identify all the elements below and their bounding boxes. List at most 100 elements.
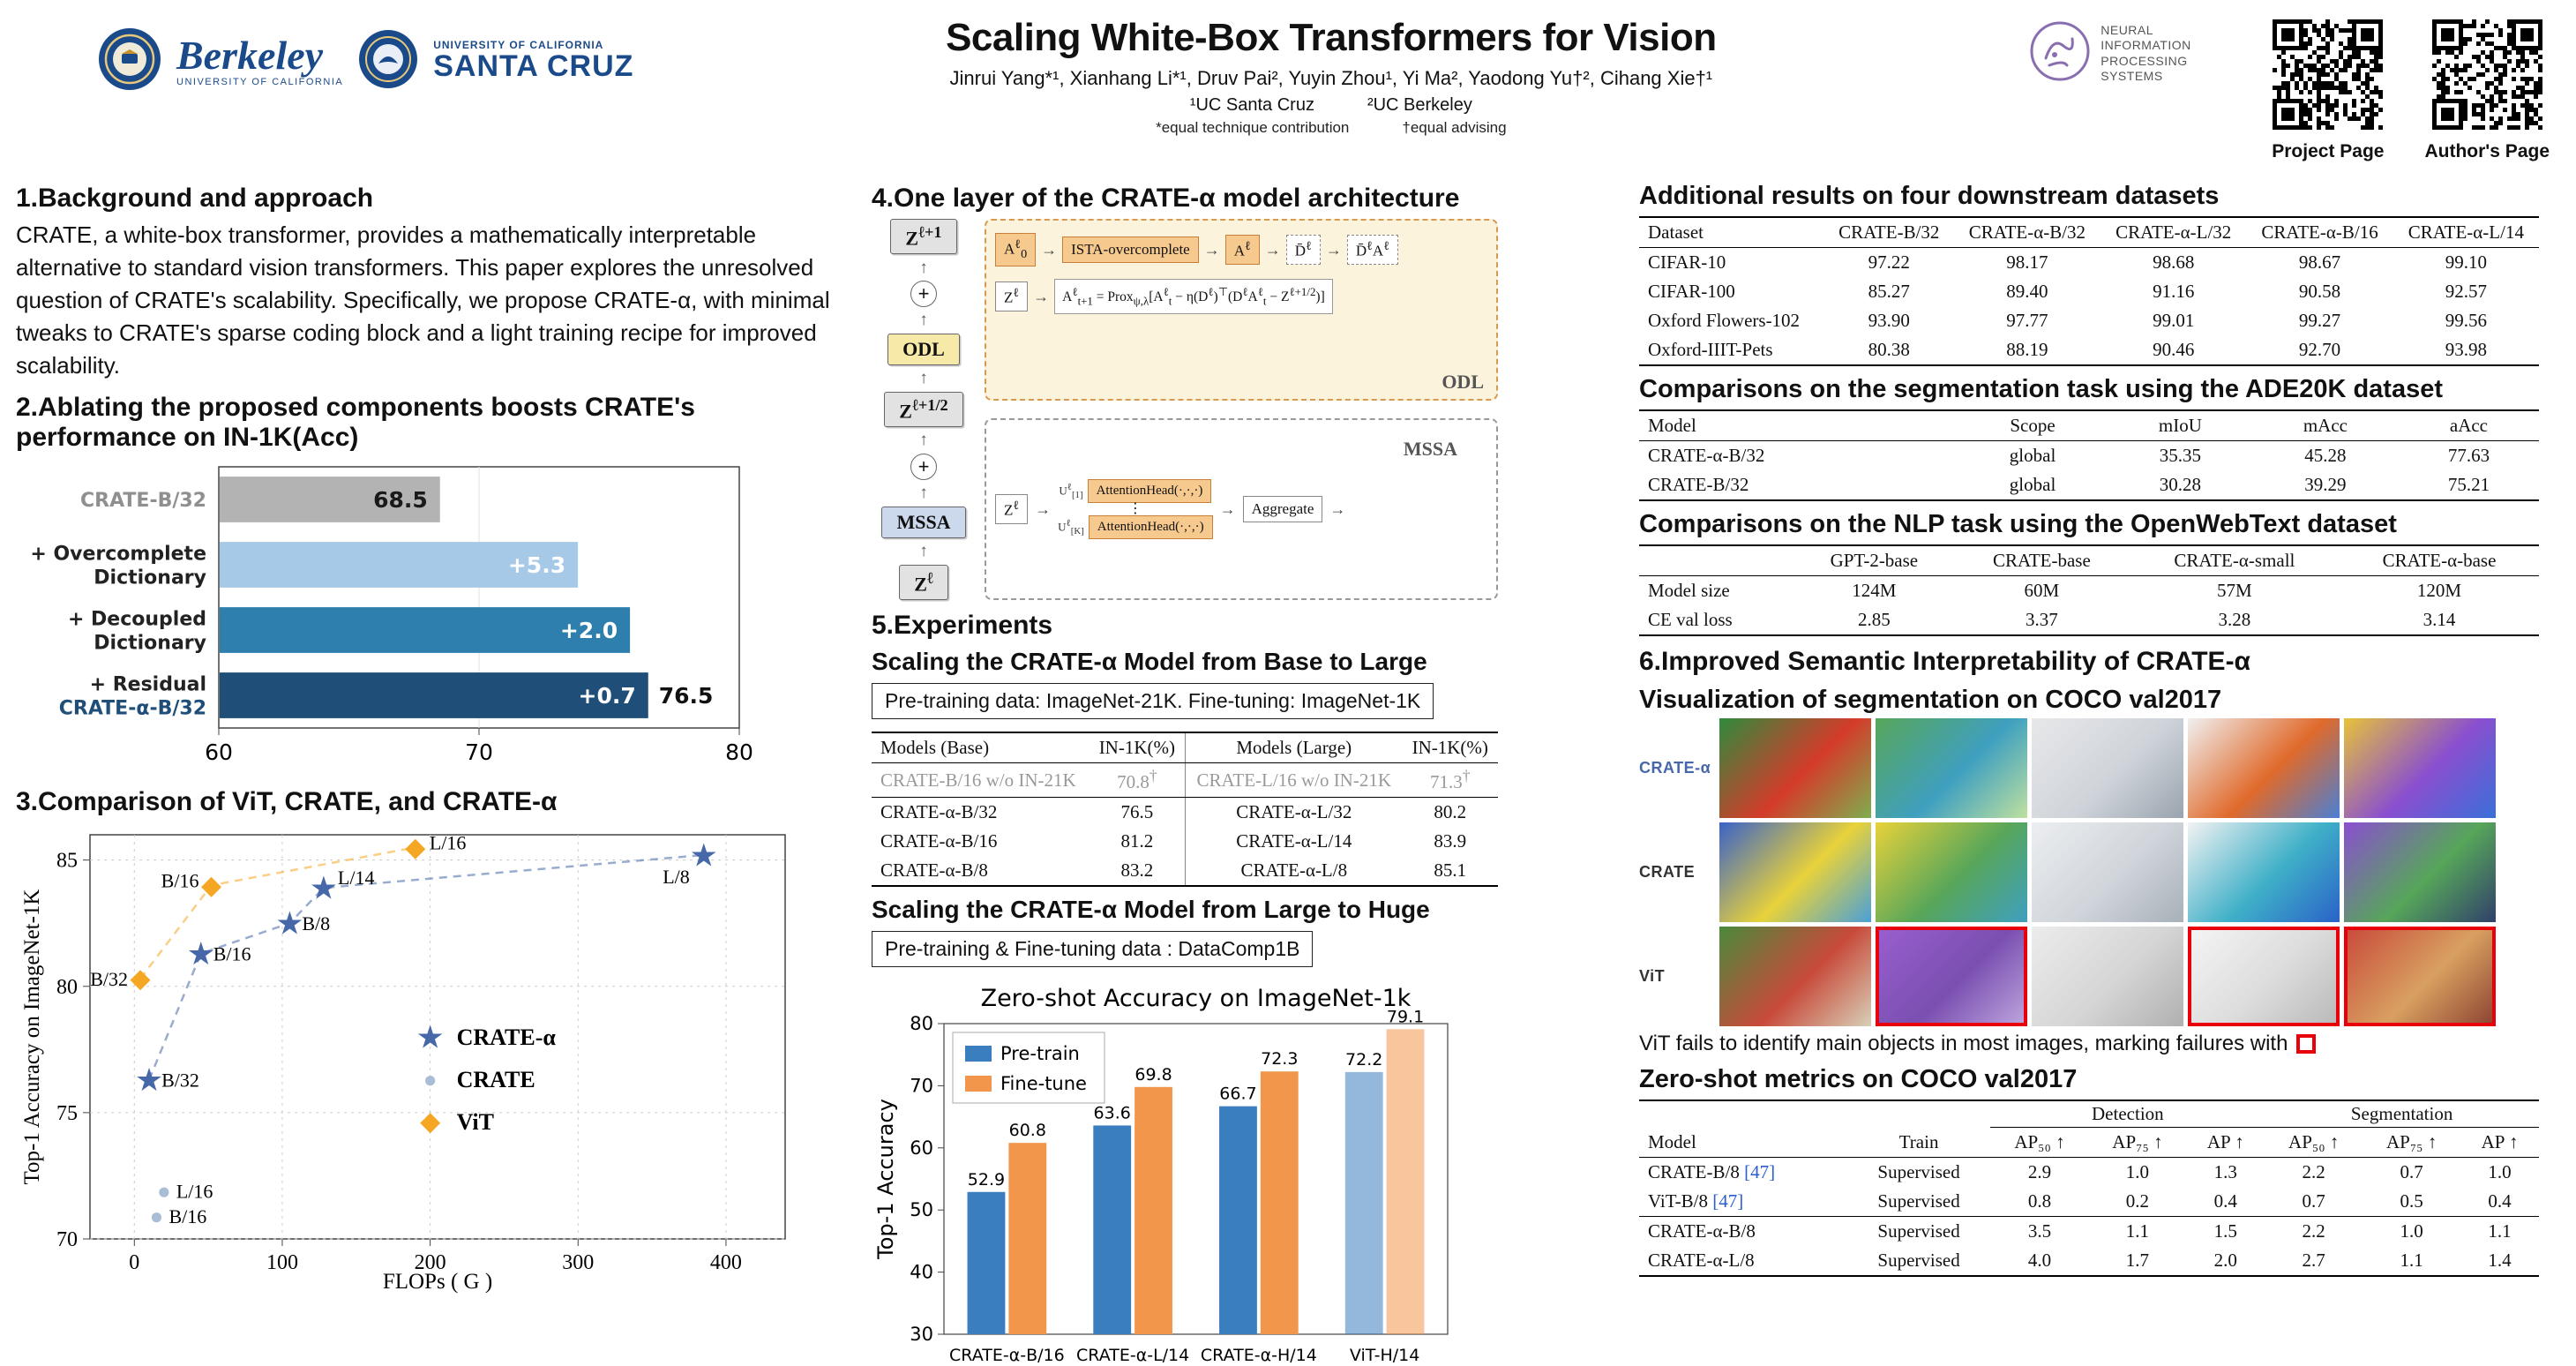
table-cell: 124M (1852, 580, 1897, 601)
berkeley-name: Berkeley (176, 33, 324, 78)
right-column: Additional results on four downstream da… (1639, 173, 2539, 1366)
svg-text:ViT: ViT (457, 1109, 494, 1135)
seg-grid-row: CRATE-α (1639, 718, 2539, 818)
table-cell: 97.22 (1868, 251, 1910, 273)
table-cell: 1.0 (2488, 1161, 2512, 1182)
svg-text:30: 30 (910, 1324, 933, 1345)
attention-heads: Uℓ[1] AttentionHead(·,·,·) ⋮ Uℓ[K] Atten… (1058, 479, 1213, 539)
svg-text:60: 60 (910, 1137, 933, 1159)
table-row: CRATE-α-B/32 76.5 CRATE-α-L/32 80.2 (872, 797, 1498, 827)
table-cell: 3.37 (2026, 609, 2058, 630)
ista-overcomplete-box: ISTA-overcomplete (1062, 236, 1199, 264)
table-row: Model size 124M 60M 57M 120M (1639, 576, 2539, 606)
svg-text:Dictionary: Dictionary (94, 632, 206, 654)
segmentation-image (1719, 927, 1871, 1026)
arrow-up-icon: ↑ (919, 484, 928, 503)
pretrain-note: Pre-training data: ImageNet-21K. Fine-tu… (872, 683, 1434, 719)
seg-grid-row: ViT (1639, 927, 2539, 1026)
architecture-diagram: Zℓ+1 ↑ + ↑ ODL ↑ Zℓ+1/2 ↑ + ↑ MSSA ↑ Zℓ … (872, 219, 1498, 600)
table-header: CRATE-α-B/16 (2246, 217, 2393, 248)
table-cell: 81.2 (1089, 827, 1187, 856)
table-cell: CE val loss (1648, 609, 1733, 630)
table-row: CRATE-B/32 global 30.28 39.29 75.21 (1639, 470, 2539, 500)
table-cell: 2.2 (2302, 1220, 2325, 1242)
table-cell: Supervised (1877, 1250, 1960, 1271)
table-header: CRATE-α-B/32 (1953, 217, 2101, 248)
table-cell: 2.0 (2213, 1250, 2237, 1271)
table-cell: 0.5 (2363, 1187, 2461, 1217)
segmentation-image (2188, 822, 2340, 922)
ista-update-formula: Aℓt+1 = Proxψ,λ[Aℓt − η(Dℓ)⊤(DℓAℓt − Zℓ+… (1054, 279, 1333, 315)
svg-text:Top-1 Accuracy: Top-1 Accuracy (873, 1099, 898, 1260)
svg-text:◆: ◆ (405, 832, 425, 861)
svg-text:◆: ◆ (420, 1107, 440, 1136)
table-header: CRATE-α-L/32 (2100, 217, 2247, 248)
table-cell: Supervised (1877, 1220, 1960, 1242)
left-column: 1.Background and approach CRATE, a white… (16, 173, 836, 1366)
affiliations: ¹UC Santa Cruz ²UC Berkeley (633, 95, 2028, 116)
table-cell: CIFAR-100 (1648, 281, 1735, 302)
arrow-right-icon: → (1033, 287, 1050, 305)
table-cell: 3.28 (2218, 609, 2251, 630)
segmentation-image (2344, 927, 2496, 1026)
table-cell: 45.28 (2304, 445, 2347, 466)
table-row: Oxford-IIIT-Pets 80.38 88.19 90.46 92.70 93.9… (1639, 335, 2539, 365)
table-cell: CRATE-α-B/8 (880, 859, 988, 881)
ucsc-wordmark: UNIVERSITY OF CALIFORNIA SANTA CRUZ (433, 40, 633, 82)
svg-text:B/16: B/16 (168, 1205, 206, 1227)
svg-text:+5.3: +5.3 (508, 552, 565, 578)
svg-text:B/32: B/32 (90, 968, 128, 990)
table-header: Dataset (1639, 217, 1824, 248)
ucsc-name: SANTA CRUZ (433, 49, 634, 83)
downstream-table: Dataset CRATE-B/32 CRATE-α-B/32 CRATE-α-L/3… (1639, 216, 2539, 366)
qr-label: Author's Page (2424, 141, 2550, 161)
svg-text:Top-1 Accuracy on ImageNet-1K: Top-1 Accuracy on ImageNet-1K (20, 889, 44, 1184)
segmentation-image-grid: CRATE-α CRATE ViT (1639, 718, 2539, 1026)
arrow-right-icon: → (1325, 240, 1342, 259)
dictionary-box: D̄ℓ (1285, 235, 1321, 265)
table-cell: CRATE-L/16 w/o IN-21K (1185, 762, 1403, 798)
table-cell: 98.17 (2006, 251, 2048, 273)
vit-failure-caption: ViT fails to identify main objects in mo… (1639, 1032, 2539, 1056)
svg-text:52.9: 52.9 (968, 1170, 1005, 1190)
svg-text:★: ★ (416, 1018, 444, 1055)
table-header: CRATE-α-base (2340, 545, 2539, 576)
svg-text:●: ● (423, 1066, 438, 1092)
svg-text:+ Residual: + Residual (90, 673, 206, 695)
z-token-box: Zℓ (995, 494, 1029, 524)
table-header: Train (1846, 1127, 1991, 1158)
table-header-row: Model Train AP₅₀ ↑ AP₇₅ ↑ AP ↑ AP₅₀ ↑ AP₇₅ ↑ AP… (1639, 1127, 2539, 1158)
svg-text:★: ★ (275, 904, 303, 941)
table-cell: 0.8 (1990, 1187, 2089, 1217)
svg-text:75: 75 (56, 1101, 78, 1124)
z-input-box: Zℓ (899, 564, 948, 600)
table-cell: 76.5 (1089, 797, 1187, 827)
large-to-huge-title: Scaling the CRATE-α Model from Large to … (872, 896, 1430, 923)
attention-head-box: AttentionHead(·,·,·) (1088, 514, 1213, 539)
table-cell: 99.56 (2445, 310, 2488, 331)
neurips-text: NEURAL INFORMATION PROCESSING SYSTEMS (2100, 22, 2191, 84)
table-cell: 1.7 (2125, 1250, 2150, 1271)
arrow-right-icon: → (1219, 499, 1236, 518)
ablation-bar-chart: 60 70 80 68.5 CRATE-B/32 +5.3 + Overcomplete Di… (16, 458, 836, 777)
table-cell: CRATE-B/32 (1648, 474, 1749, 495)
table-header: Scope (1957, 410, 2108, 441)
table-cell: 30.28 (2159, 474, 2201, 495)
z-mid-box: Zℓ+1/2 (884, 391, 963, 428)
table-header: CRATE-α-small (2129, 545, 2340, 576)
arrow-right-icon: → (1041, 240, 1058, 259)
table-header: Model (1639, 410, 1958, 441)
svg-text:Zero-shot Accuracy on ImageNet: Zero-shot Accuracy on ImageNet-1k (981, 985, 1412, 1012)
table-cell: CRATE-α-B/16 (880, 830, 998, 852)
arrow-up-icon: ↑ (919, 542, 928, 561)
poster-header: Berkeley UNIVERSITY OF CALIFORNIA UNIVER… (0, 0, 2576, 173)
svg-text:+ Overcomplete: + Overcomplete (30, 543, 206, 565)
red-failure-marker-icon (2296, 1034, 2317, 1054)
table-cell: 85.27 (1868, 281, 1910, 302)
svg-text:100: 100 (266, 1251, 298, 1274)
arrow-up-icon: ↑ (919, 369, 928, 388)
svg-text:CRATE-B/32: CRATE-B/32 (80, 490, 206, 512)
table-header: Models (Base) (872, 732, 1090, 763)
datacomp-note: Pre-training & Fine-tuning data : DataCo… (872, 931, 1314, 967)
svg-text:79.1: 79.1 (1387, 1007, 1424, 1026)
